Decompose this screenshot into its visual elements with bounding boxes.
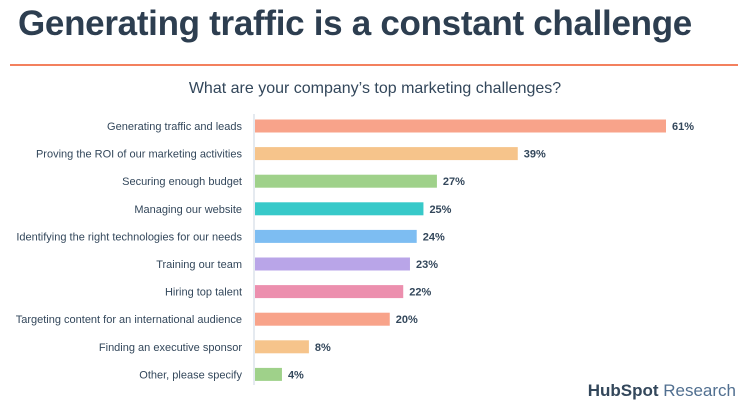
value-label: 61% [672, 121, 694, 133]
bar [255, 229, 417, 243]
brand-name: HubSpot [587, 381, 659, 400]
category-label: Proving the ROI of our marketing activit… [36, 149, 243, 161]
value-label: 22% [409, 287, 431, 299]
brand-suffix: Research [658, 381, 736, 400]
value-label: 25% [429, 204, 451, 216]
bar [255, 147, 518, 161]
bar [255, 202, 424, 216]
bar [255, 340, 309, 354]
chart-title: What are your company’s top marketing ch… [188, 80, 562, 97]
value-label: 24% [423, 231, 445, 243]
bar [255, 119, 666, 133]
hubspot-research-logo: HubSpot Research [588, 381, 736, 401]
category-label: Training our team [156, 259, 242, 271]
headline-divider [10, 64, 738, 66]
value-label: 8% [315, 342, 331, 354]
category-label: Generating traffic and leads [107, 121, 242, 133]
bar [255, 174, 437, 188]
value-label: 23% [416, 259, 438, 271]
page-headline: Generating traffic is a constant challen… [18, 4, 692, 43]
value-label: 39% [524, 149, 546, 161]
category-label: Managing our website [134, 204, 242, 216]
bar [255, 257, 410, 271]
bar [255, 367, 282, 381]
category-label: Finding an executive sponsor [99, 342, 242, 354]
category-label: Identifying the right technologies for o… [16, 231, 242, 243]
bar [255, 312, 390, 326]
value-label: 4% [288, 369, 304, 381]
value-label: 27% [443, 176, 465, 188]
value-label: 20% [396, 314, 418, 326]
category-label: Hiring top talent [165, 287, 242, 299]
category-label: Targeting content for an international a… [16, 314, 242, 326]
category-label: Other, please specify [139, 369, 242, 381]
bar [255, 285, 404, 299]
category-label: Securing enough budget [122, 176, 242, 188]
